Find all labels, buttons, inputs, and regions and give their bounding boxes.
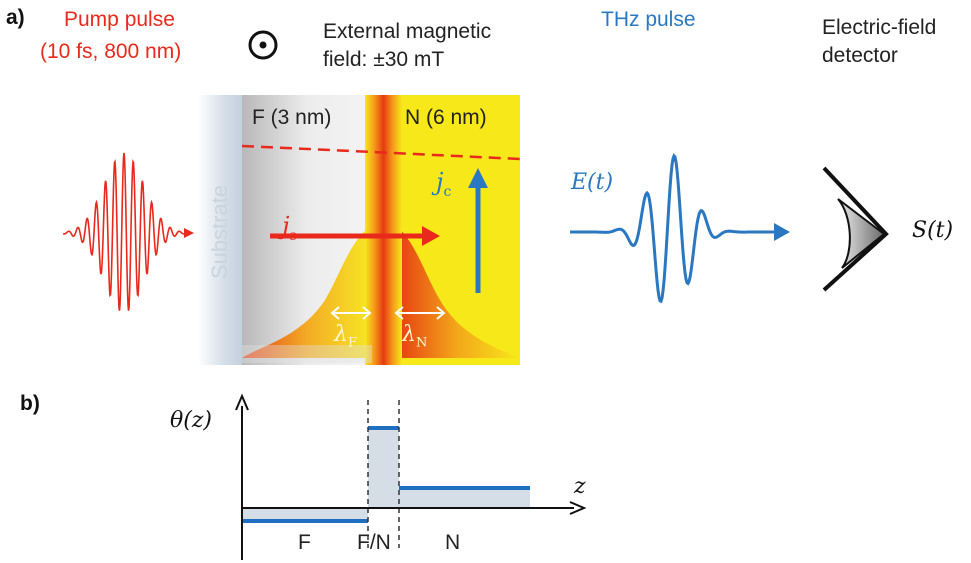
thz-pulse-arrowhead bbox=[774, 223, 790, 241]
lambda-n-arrow bbox=[394, 306, 446, 320]
spin-current-arrowhead bbox=[422, 226, 440, 246]
profile-y-axis-label: θ(z) bbox=[170, 408, 213, 433]
charge-current-arrowhead bbox=[468, 168, 488, 188]
panel-b-tag: b) bbox=[20, 392, 40, 415]
lambda-f-arrow bbox=[330, 306, 372, 320]
normal-metal-label: N (6 nm) bbox=[405, 106, 487, 129]
substrate-layer bbox=[198, 95, 242, 365]
interface-band-left bbox=[242, 345, 372, 363]
spin-current-label: js bbox=[282, 212, 297, 244]
decay-profile-normal-metal bbox=[395, 225, 520, 358]
detector-bracket-icon bbox=[822, 166, 889, 292]
y-axis-arrowhead bbox=[235, 393, 249, 411]
profile-fill-n bbox=[399, 488, 530, 508]
detector-label-line2: detector bbox=[822, 44, 898, 67]
lambda-f-label: λF bbox=[334, 322, 357, 351]
pump-pulse-waveform bbox=[63, 152, 188, 311]
detector-label-line1: Electric-field bbox=[822, 16, 937, 39]
region-fn-label: F/N bbox=[357, 531, 391, 554]
substrate-label: Substrate bbox=[207, 184, 232, 280]
pump-pulse-params: (10 fs, 800 nm) bbox=[40, 40, 182, 63]
region-f-label: F bbox=[298, 531, 311, 554]
profile-x-axis-label: z bbox=[574, 474, 586, 499]
interface-layer bbox=[365, 95, 402, 365]
panel-a-tag: a) bbox=[6, 6, 25, 29]
detector-signal-label: S(t) bbox=[912, 218, 954, 243]
magnetic-field-label-line1: External magnetic bbox=[323, 20, 492, 43]
thz-field-label: E(t) bbox=[571, 170, 614, 195]
detector-body bbox=[837, 198, 886, 269]
x-axis-arrowhead bbox=[569, 501, 587, 515]
decay-profile-ferromagnet bbox=[242, 225, 372, 358]
magnetic-field-label-line2: field: ±30 mT bbox=[323, 48, 445, 71]
profile-fill-fn bbox=[368, 428, 399, 508]
magnetic-field-out-of-plane-icon bbox=[248, 30, 278, 60]
magnetic-field-dot bbox=[259, 41, 267, 49]
pump-absorption-line bbox=[241, 144, 521, 161]
pump-pulse-title: Pump pulse bbox=[64, 8, 175, 31]
pump-pulse-arrowhead bbox=[184, 228, 194, 238]
lambda-n-label: λN bbox=[402, 322, 428, 351]
thz-pulse-waveform bbox=[570, 153, 780, 304]
charge-current-label: jc bbox=[436, 168, 452, 200]
profile-fill-f bbox=[242, 508, 368, 521]
thz-pulse-title: THz pulse bbox=[601, 8, 696, 31]
region-n-label: N bbox=[445, 531, 461, 554]
ferromagnet-label: F (3 nm) bbox=[252, 106, 332, 129]
